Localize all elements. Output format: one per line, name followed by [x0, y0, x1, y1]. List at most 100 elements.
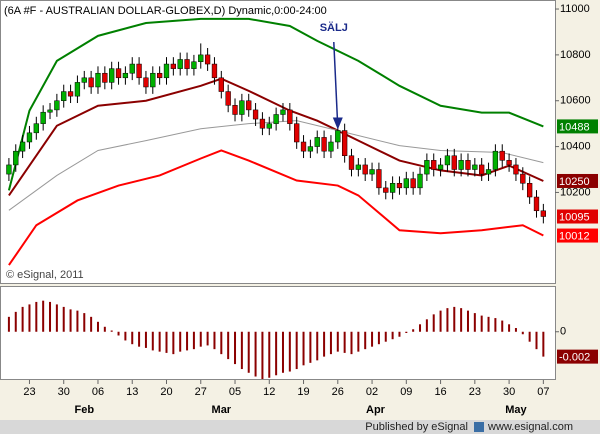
month-label: Apr	[366, 404, 386, 416]
histogram-bar	[7, 316, 10, 332]
candle-body	[424, 160, 430, 175]
x-tick-label: 13	[126, 386, 138, 398]
value-badge	[557, 349, 598, 364]
candle-body	[122, 72, 129, 79]
histogram-bar	[110, 330, 113, 332]
candle-body	[218, 77, 224, 92]
histogram-bar	[473, 313, 476, 332]
x-tick-label: 06	[92, 386, 104, 398]
histogram-bar	[90, 316, 93, 332]
candle-body	[321, 137, 327, 152]
histogram-bar	[501, 320, 504, 332]
histogram-bar	[49, 301, 52, 332]
x-tick-label: 09	[400, 386, 412, 398]
histogram-bar	[192, 331, 195, 350]
candle-body	[389, 183, 396, 193]
x-tick-label: 12	[263, 386, 275, 398]
candle-body	[198, 54, 204, 63]
annotation-arrowhead	[332, 117, 343, 130]
histogram-bar	[350, 331, 353, 355]
histogram-bar	[295, 331, 298, 370]
histogram-bar	[309, 331, 312, 363]
candle-body	[437, 164, 444, 170]
candle-body	[191, 61, 197, 69]
oscillator-panel	[0, 286, 556, 380]
candle-body	[417, 173, 423, 189]
histogram-bar	[494, 318, 497, 332]
histogram-bar	[542, 331, 545, 357]
histogram-bar	[432, 314, 435, 332]
candle-body	[376, 169, 382, 189]
histogram-bar	[460, 308, 463, 332]
candle-body	[136, 63, 142, 79]
candle-body	[492, 150, 499, 170]
histogram-bar	[138, 331, 141, 347]
month-label: May	[505, 404, 527, 416]
candle-body	[335, 130, 341, 143]
candle-body	[246, 100, 252, 111]
candle-body	[362, 164, 368, 175]
histogram-bar	[371, 331, 374, 347]
histogram-bar	[62, 306, 65, 332]
candle-body	[479, 164, 485, 175]
histogram-bar	[76, 310, 79, 332]
candle-body	[287, 109, 293, 124]
candle-body	[444, 155, 451, 166]
histogram-bar	[28, 304, 31, 332]
y-tick-label: 10400	[560, 140, 591, 152]
candle-body	[506, 160, 512, 166]
month-label: Mar	[212, 404, 232, 416]
candle-body	[369, 169, 375, 175]
band-line	[7, 17, 544, 191]
histogram-bar	[55, 304, 58, 332]
candle-body	[485, 169, 492, 175]
candle-body	[451, 155, 457, 170]
histogram-bar	[206, 331, 209, 346]
band-line	[8, 120, 544, 211]
histogram-bar	[336, 331, 339, 352]
histogram-bar	[240, 331, 243, 370]
candle-body	[61, 91, 67, 101]
candle-body	[156, 72, 163, 79]
histogram-bar	[535, 331, 538, 350]
histogram-bar	[446, 308, 449, 332]
annotation-arrow	[333, 41, 339, 128]
x-tick-label: 02	[366, 386, 378, 398]
histogram-bar	[508, 324, 511, 332]
histogram-bar	[528, 331, 531, 342]
candle-body	[47, 109, 53, 113]
candle-body	[225, 91, 231, 106]
candle-body	[81, 77, 87, 83]
candle-body	[533, 196, 540, 212]
histogram-bar	[172, 331, 175, 355]
histogram-bar	[186, 331, 189, 351]
candle-body	[294, 123, 300, 143]
candle-body	[307, 146, 314, 152]
candle-body	[129, 63, 135, 74]
x-tick-label: 30	[58, 386, 70, 398]
candle-body	[540, 210, 547, 217]
value-badge-label: 10012	[559, 230, 590, 242]
candle-body	[341, 130, 348, 157]
histogram-bar	[220, 331, 223, 355]
candle-body	[355, 164, 362, 170]
histogram-bar	[14, 311, 17, 332]
histogram-bar	[227, 331, 230, 360]
histogram-bar	[316, 331, 319, 361]
x-tick-label: 26	[332, 386, 344, 398]
candle-body	[74, 82, 81, 97]
footer-published: Published by eSignal	[365, 421, 468, 433]
histogram-bar	[398, 331, 401, 337]
histogram-bar	[329, 331, 332, 355]
candle-body	[102, 72, 108, 83]
histogram-bar	[412, 329, 415, 332]
candle-body	[383, 187, 389, 193]
value-badge	[557, 119, 598, 134]
x-tick-label: 27	[195, 386, 207, 398]
candle-body	[465, 160, 471, 170]
histogram-bar	[419, 324, 422, 332]
value-badge	[557, 228, 598, 243]
candle-body	[348, 155, 355, 170]
candle-body	[458, 160, 464, 170]
